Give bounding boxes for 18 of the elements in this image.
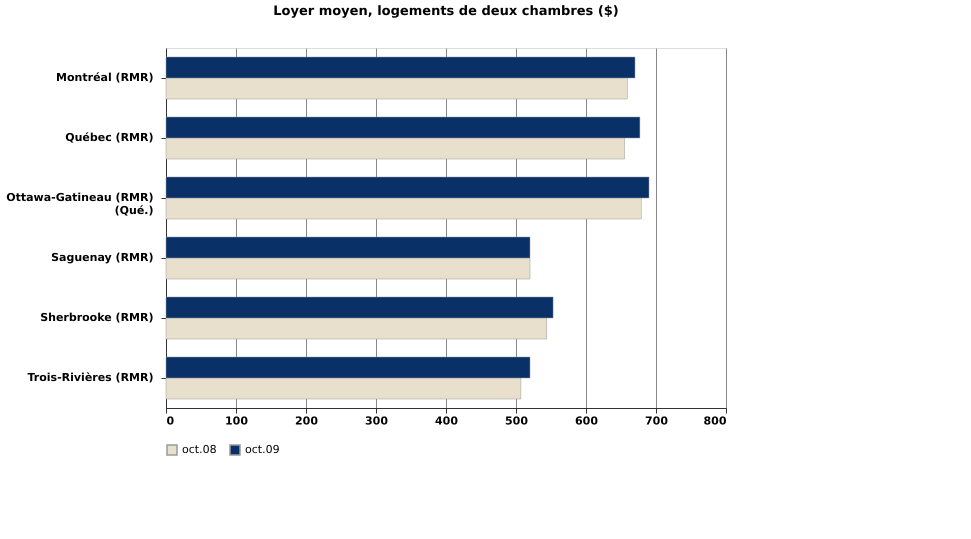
y-tick-label: Montréal (RMR) xyxy=(56,71,154,84)
x-tick-label: 500 xyxy=(505,414,528,428)
x-tick-label: 700 xyxy=(645,414,668,428)
x-tick-label: 800 xyxy=(704,414,727,428)
y-tick-label: Ottawa-Gatineau (RMR) (Qué.) xyxy=(6,191,154,217)
y-tick-label: Québec (RMR) xyxy=(65,131,154,144)
legend-label: oct.09 xyxy=(245,443,280,456)
legend-label: oct.08 xyxy=(182,443,217,456)
x-tick-label: 100 xyxy=(225,414,248,428)
x-tick-label: 0 xyxy=(166,414,174,428)
x-tick-label: 200 xyxy=(295,414,318,428)
x-tick-label: 400 xyxy=(435,414,458,428)
y-tick-label: Trois-Rivières (RMR) xyxy=(27,371,154,384)
y-tick-label: Sherbrooke (RMR) xyxy=(40,311,154,324)
x-tick-label: 300 xyxy=(365,414,388,428)
x-tick-label: 600 xyxy=(575,414,598,428)
chart-title: Loyer moyen, logements de deux chambres ($) xyxy=(273,4,619,19)
y-tick-label: Saguenay (RMR) xyxy=(51,251,154,264)
